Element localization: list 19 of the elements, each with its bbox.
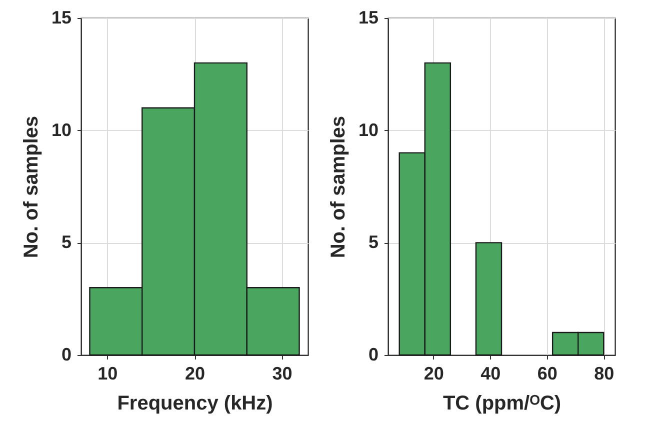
- y-tick-label: 15: [51, 8, 72, 28]
- x-tick-label: 20: [184, 364, 206, 384]
- y-tick-label: 0: [61, 344, 72, 364]
- x-tick-label: 30: [272, 364, 292, 384]
- y-tick-label: 5: [61, 232, 72, 252]
- y-tick-label: 10: [358, 120, 378, 140]
- x-axis-title: Frequency (kHz): [117, 392, 273, 414]
- y-tick-label: 5: [368, 232, 378, 252]
- y-axis-title: No. of samples: [327, 116, 350, 258]
- x-tick-label: 10: [98, 364, 118, 384]
- y-tick-label: 10: [51, 120, 72, 140]
- y-tick-label: 0: [368, 344, 378, 364]
- x-axis-title: TC (ppm/ᴼC): [442, 392, 562, 414]
- y-tick-label: 15: [358, 8, 378, 28]
- x-tick-label: 20: [424, 364, 444, 384]
- x-tick-label: 80: [594, 364, 614, 384]
- y-axis-title: No. of samples: [20, 116, 42, 258]
- x-tick-label: 60: [537, 364, 558, 384]
- x-tick-label: 40: [480, 364, 501, 384]
